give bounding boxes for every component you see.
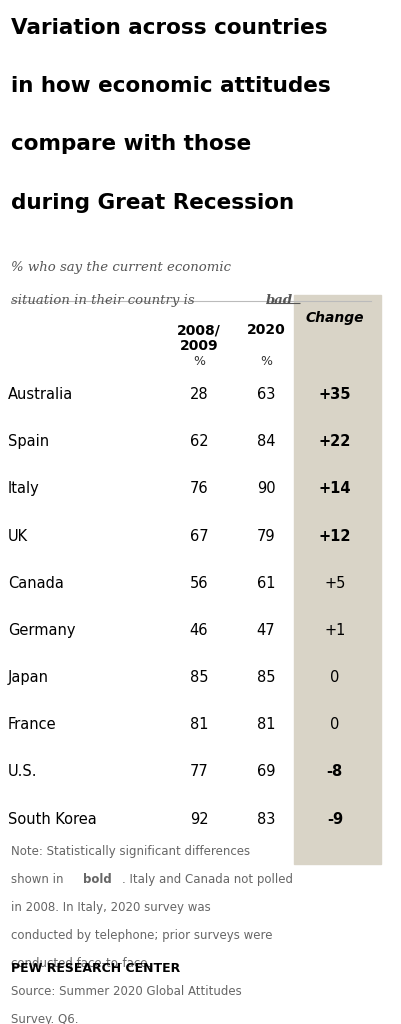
Text: -9: -9 [327, 812, 343, 826]
Text: 81: 81 [190, 717, 208, 732]
Text: 76: 76 [190, 481, 208, 497]
Text: 61: 61 [257, 575, 275, 591]
Text: bold: bold [83, 872, 112, 886]
Text: Germany: Germany [8, 623, 75, 638]
Text: +1: +1 [324, 623, 346, 638]
Text: 90: 90 [257, 481, 275, 497]
Text: South Korea: South Korea [8, 812, 96, 826]
Text: Italy: Italy [8, 481, 39, 497]
Text: bad: bad [266, 294, 293, 307]
Text: 56: 56 [190, 575, 208, 591]
Text: conducted by telephone; prior surveys were: conducted by telephone; prior surveys we… [12, 929, 273, 942]
Text: Survey. Q6.: Survey. Q6. [12, 1013, 79, 1024]
Text: situation in their country is: situation in their country is [12, 294, 199, 307]
Text: Canada: Canada [8, 575, 63, 591]
Text: 84: 84 [257, 434, 275, 450]
Text: 0: 0 [330, 717, 340, 732]
Text: Change: Change [306, 311, 364, 325]
Text: +22: +22 [319, 434, 351, 450]
Text: 62: 62 [190, 434, 208, 450]
Bar [294, 295, 381, 863]
Text: Australia: Australia [8, 387, 73, 402]
Text: shown in: shown in [12, 872, 68, 886]
Text: PEW RESEARCH CENTER: PEW RESEARCH CENTER [12, 962, 181, 975]
Text: 0: 0 [330, 670, 340, 685]
Text: Variation across countries: Variation across countries [12, 18, 328, 38]
Text: conducted face-to-face.: conducted face-to-face. [12, 957, 152, 970]
Text: 67: 67 [190, 528, 208, 544]
Text: % who say the current economic: % who say the current economic [12, 261, 231, 273]
Text: 83: 83 [257, 812, 275, 826]
Text: Japan: Japan [8, 670, 49, 685]
Text: 79: 79 [257, 528, 275, 544]
Text: %: % [193, 355, 205, 368]
Text: 2008/
2009: 2008/ 2009 [177, 323, 221, 353]
Text: compare with those: compare with those [12, 134, 252, 155]
Text: Note: Statistically significant differences: Note: Statistically significant differen… [12, 845, 251, 858]
Text: UK: UK [8, 528, 28, 544]
Text: 85: 85 [190, 670, 208, 685]
Text: %: % [260, 355, 272, 368]
Text: 46: 46 [190, 623, 208, 638]
Text: Source: Summer 2020 Global Attitudes: Source: Summer 2020 Global Attitudes [12, 985, 242, 998]
Text: 77: 77 [190, 764, 209, 779]
Text: U.S.: U.S. [8, 764, 37, 779]
Text: Spain: Spain [8, 434, 49, 450]
Text: in how economic attitudes: in how economic attitudes [12, 76, 331, 96]
Text: . Italy and Canada not polled: . Italy and Canada not polled [122, 872, 293, 886]
Text: 2020: 2020 [247, 323, 286, 337]
Text: +35: +35 [319, 387, 351, 402]
Text: +14: +14 [319, 481, 351, 497]
Text: during Great Recession: during Great Recession [12, 193, 295, 213]
Text: 63: 63 [257, 387, 275, 402]
Text: 92: 92 [190, 812, 208, 826]
Text: in 2008. In Italy, 2020 survey was: in 2008. In Italy, 2020 survey was [12, 901, 211, 913]
Text: 28: 28 [190, 387, 208, 402]
Text: France: France [8, 717, 56, 732]
Text: -8: -8 [327, 764, 343, 779]
Text: 47: 47 [257, 623, 275, 638]
Text: 81: 81 [257, 717, 275, 732]
Text: 85: 85 [257, 670, 275, 685]
Text: +5: +5 [324, 575, 346, 591]
Text: +12: +12 [319, 528, 351, 544]
Text: 69: 69 [257, 764, 275, 779]
